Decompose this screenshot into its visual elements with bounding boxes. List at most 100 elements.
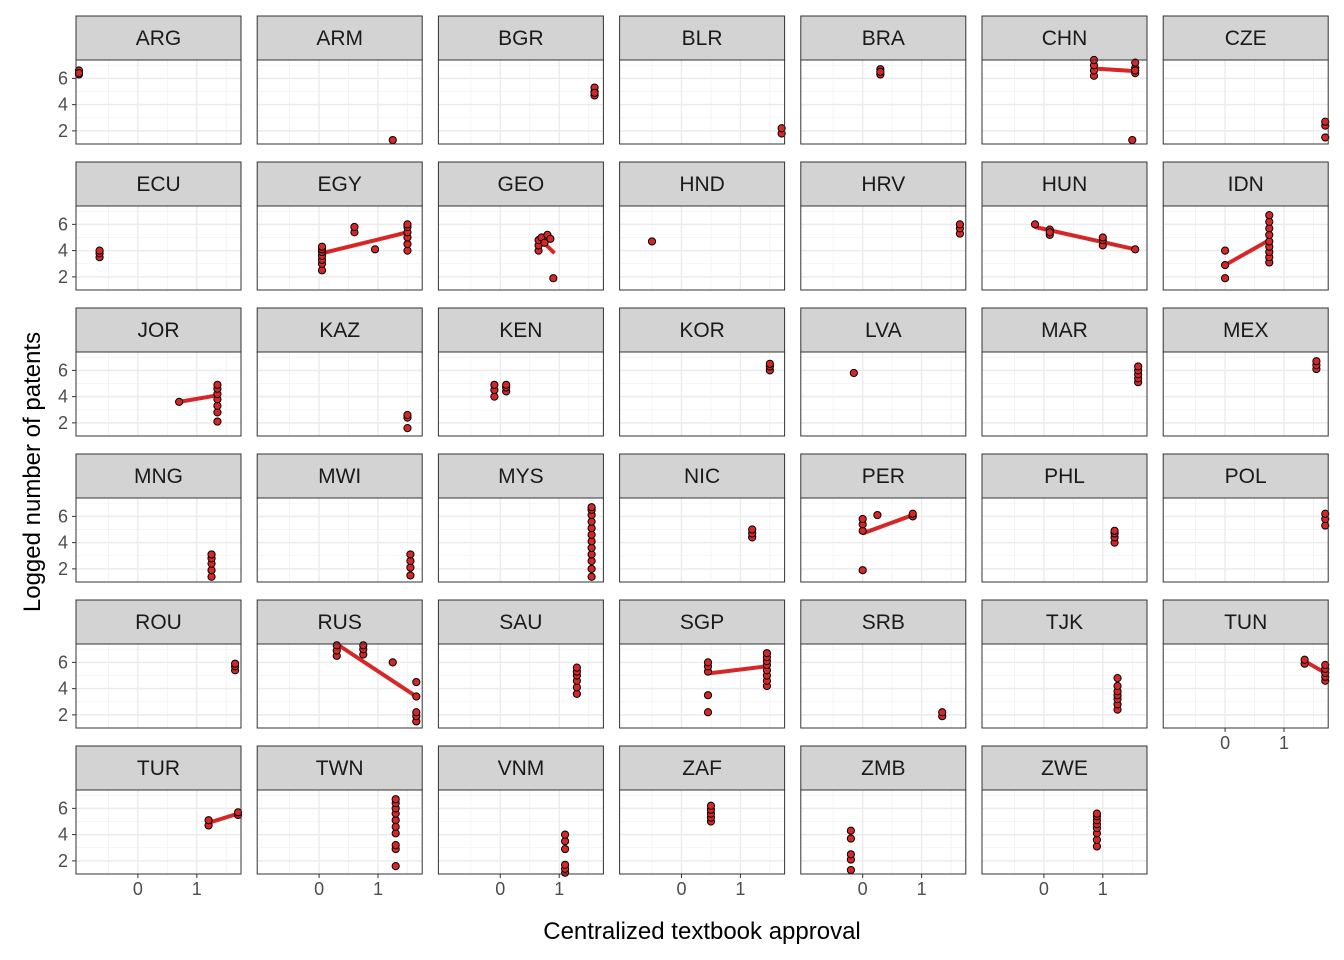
data-point [549, 274, 558, 283]
data-point [388, 658, 397, 667]
facet-label: PER [862, 465, 905, 488]
data-point [876, 67, 885, 76]
panel-border [256, 351, 423, 437]
facet-label: RUS [318, 611, 362, 634]
facet-label: ECU [136, 173, 180, 196]
data-point [1134, 362, 1143, 371]
panel-blr: BLR [619, 15, 786, 145]
panel-border [800, 205, 967, 291]
facet-strip [75, 161, 242, 207]
data-point [391, 795, 400, 804]
data-point [231, 659, 240, 668]
data-point [846, 826, 855, 835]
panel-hun: HUN [981, 161, 1148, 291]
facet-strip [437, 161, 604, 207]
data-point [412, 677, 421, 687]
data-point [560, 830, 570, 839]
data-point [1113, 674, 1122, 683]
x-tick-label: 0 [676, 879, 686, 899]
facet-strip [256, 15, 423, 61]
data-point [95, 246, 104, 255]
panel-zmb: ZMB [800, 745, 967, 875]
facet-label: ZMB [861, 757, 905, 780]
facet-label: JOR [138, 319, 180, 342]
data-point [703, 708, 713, 717]
y-tick-label: 4 [58, 825, 68, 845]
data-point [1131, 66, 1140, 75]
panel-background [1163, 206, 1329, 290]
fit-line [321, 230, 408, 256]
data-point [391, 841, 400, 850]
y-tick-label: 2 [58, 121, 68, 141]
panel-background [982, 498, 1147, 582]
panel-ecu: ECU [75, 161, 242, 291]
facet-strip [437, 15, 604, 61]
data-point [560, 844, 570, 854]
x-tick-label: 1 [373, 879, 383, 899]
panel-border [981, 497, 1148, 583]
facet-strip [800, 745, 967, 791]
panel-background [982, 790, 1147, 874]
data-point [546, 234, 555, 243]
panel-background [76, 790, 241, 874]
facet-label: SRB [862, 611, 905, 634]
panel-background [800, 498, 966, 582]
panel-background [619, 644, 785, 728]
data-point [1131, 58, 1140, 67]
panel-jor: JOR [75, 307, 242, 437]
facet-strip [75, 453, 242, 499]
y-tick-label: 6 [58, 68, 68, 88]
data-point [846, 834, 855, 843]
panel-background [438, 352, 604, 436]
data-point [587, 572, 596, 581]
fit-line [707, 664, 768, 676]
data-point [908, 509, 917, 518]
panel-border [1162, 643, 1329, 729]
facet-label: GEO [498, 173, 545, 196]
y-tick-label: 2 [58, 559, 68, 579]
y-tick-label: 2 [58, 413, 68, 433]
data-point [748, 525, 757, 534]
x-tick-label: 0 [495, 879, 505, 899]
data-point [74, 69, 84, 78]
facet-label: EGY [318, 173, 362, 196]
panel-bgr: BGR [437, 15, 604, 145]
panel-kor: KOR [619, 307, 786, 437]
panel-bra: BRA [800, 15, 967, 145]
data-point [858, 566, 867, 575]
data-point [1131, 245, 1140, 254]
panel-pol: POL [1162, 453, 1330, 583]
fit-line [178, 393, 218, 404]
panel-border [256, 59, 423, 145]
fit-line [1224, 238, 1271, 267]
data-point [1265, 211, 1274, 220]
facet-label: HND [679, 173, 725, 196]
facet-strip [981, 307, 1148, 353]
facet-strip [981, 745, 1148, 791]
panel-border [619, 789, 786, 875]
panel-egy: EGY [256, 161, 423, 291]
panel-border [437, 351, 604, 437]
panel-border [800, 497, 967, 583]
facet-label: TUR [137, 757, 180, 780]
panel-border [75, 789, 242, 875]
y-tick-label: 6 [58, 214, 68, 234]
panel-border [256, 497, 423, 583]
facet-label: ROU [135, 611, 182, 634]
y-tick-label: 4 [58, 95, 68, 115]
data-point [370, 245, 380, 254]
data-point [572, 663, 581, 672]
panel-border [256, 789, 423, 875]
facet-strip [981, 161, 1148, 207]
data-point [403, 424, 412, 433]
panel-mex: MEX [1162, 307, 1329, 437]
panel-border [981, 351, 1148, 437]
data-point [391, 862, 400, 871]
facet-strip [619, 599, 786, 645]
data-point [846, 865, 855, 875]
data-point [350, 222, 359, 232]
data-point [762, 649, 772, 658]
panel-sau: SAU [437, 599, 604, 729]
facet-label: BGR [498, 27, 544, 50]
